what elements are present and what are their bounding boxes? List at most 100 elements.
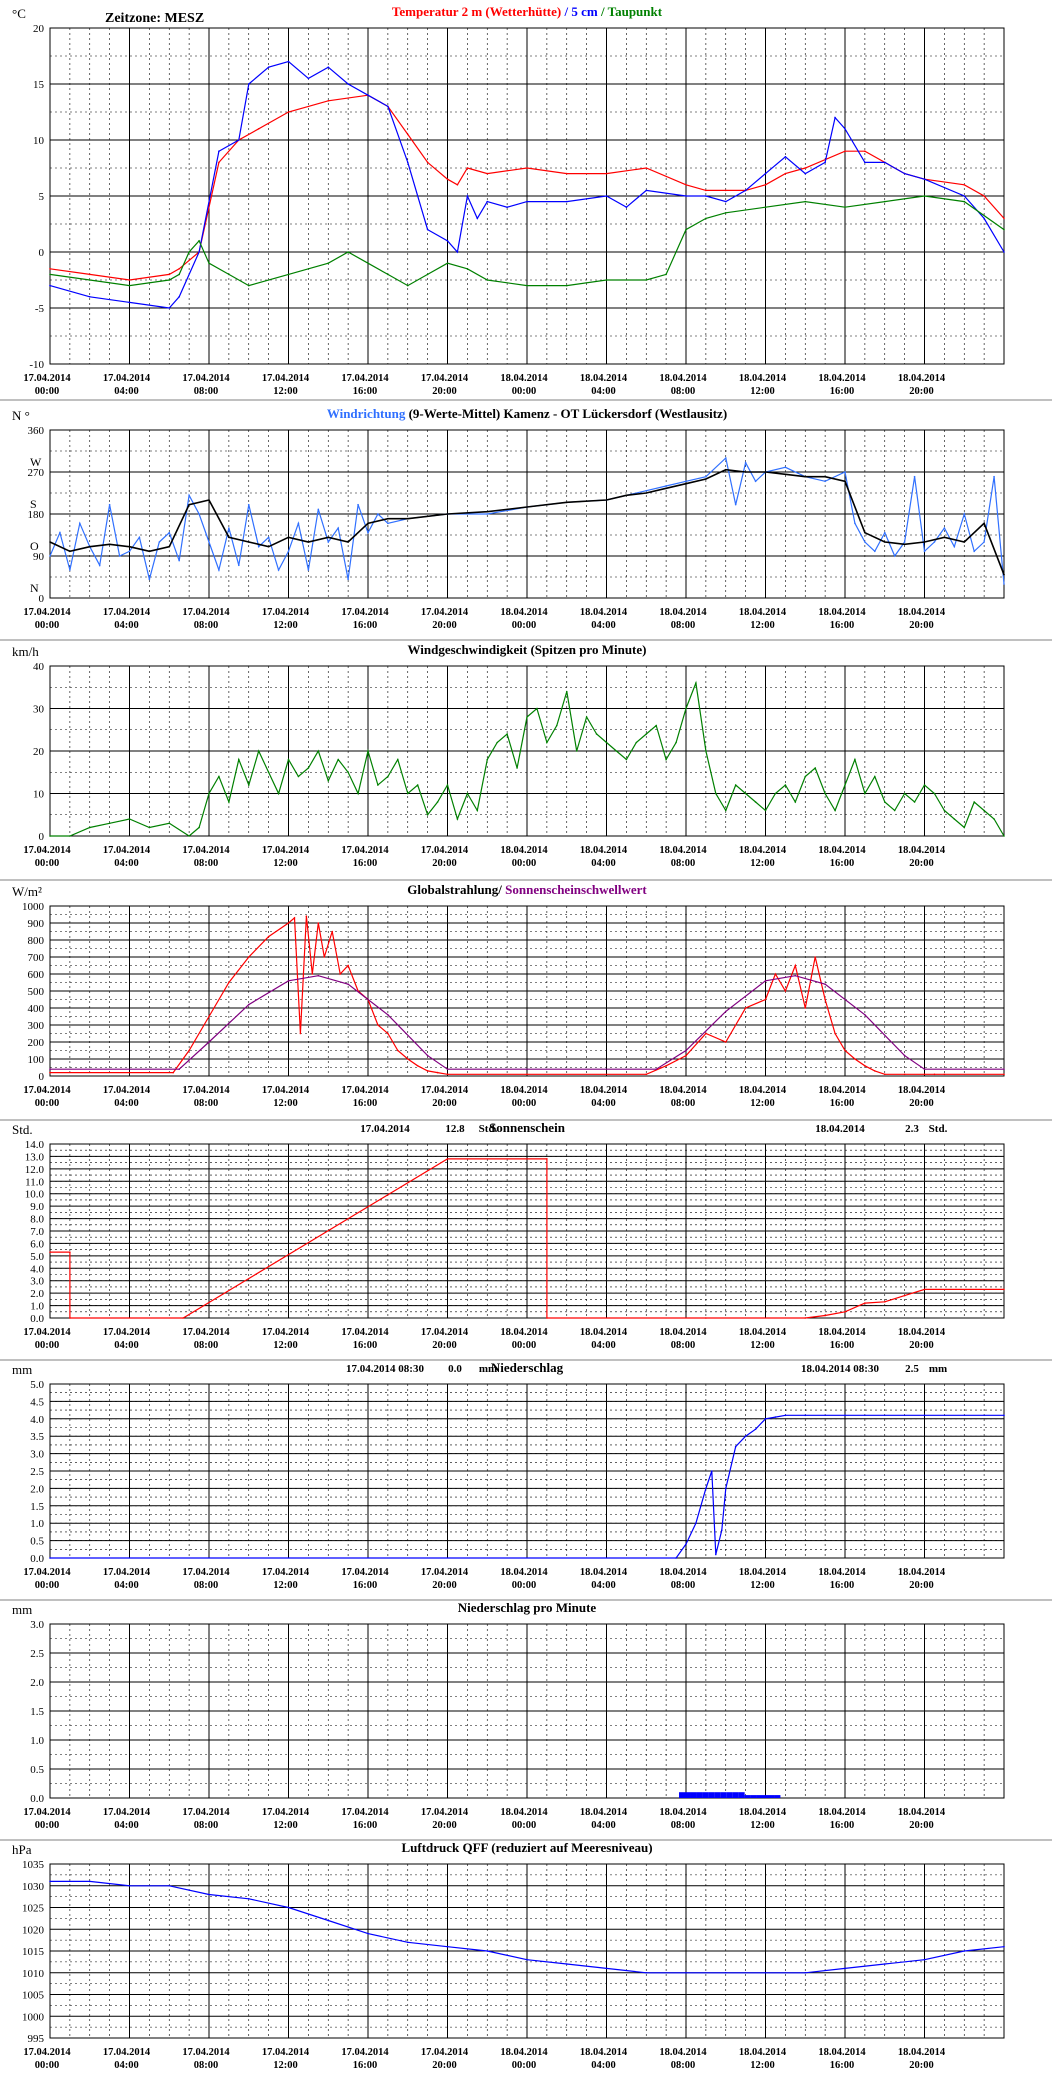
data-point [903,1073,906,1076]
y-tick-label: 2.5 [30,1648,44,1660]
x-tick-date: 18.04.2014 [659,845,707,856]
data-point [506,206,508,208]
data-point [397,758,399,761]
x-tick-date: 18.04.2014 [580,1327,628,1338]
data-point [983,541,985,543]
data-point [238,564,240,567]
data-bar [679,1792,686,1798]
data-point [486,1950,489,1952]
x-tick-date: 18.04.2014 [739,2047,787,2058]
x-tick-time: 20:00 [909,386,934,397]
x-tick-time: 04:00 [591,2060,616,2071]
data-point [705,475,707,478]
data-point [685,1543,687,1545]
data-point [247,1003,250,1006]
data-point [923,550,926,553]
data-point [565,172,568,175]
data-point [883,1073,886,1076]
data-point [168,279,171,281]
data-point [238,758,240,761]
x-tick-date: 17.04.2014 [182,2047,230,2058]
data-point [456,184,459,186]
y-tick-label: 10.0 [25,1189,45,1201]
x-tick-date: 18.04.2014 [739,1327,787,1338]
data-point [267,771,270,774]
data-point [635,741,638,744]
data-point [506,733,508,735]
unit-label: °C [12,6,26,21]
data-point [715,1553,717,1556]
data-point [446,1068,449,1070]
x-tick-time: 20:00 [909,1340,934,1351]
chart-title-part: / [497,882,505,897]
x-tick-date: 17.04.2014 [262,607,310,618]
x-tick-time: 16:00 [353,858,378,869]
data-point [844,150,846,152]
data-point [49,1068,51,1070]
data-point [1003,228,1005,231]
data-point [496,741,498,744]
data-point [834,809,836,812]
y-tick-label: 1.5 [30,1501,44,1513]
data-point [824,161,826,164]
data-point [88,279,91,281]
data-point [208,1015,210,1018]
y-tick-label: 1020 [22,1924,45,1936]
data-point [585,716,588,718]
x-tick-time: 12:00 [273,858,298,869]
data-point [188,1049,190,1052]
data-point [188,494,190,497]
x-tick-time: 20:00 [432,1340,457,1351]
chart-title-part: Niederschlag pro Minute [458,1600,597,1615]
direction-letter: W [30,455,42,469]
data-point [88,545,91,548]
data-point [844,784,846,786]
data-point [903,1294,906,1297]
x-tick-date: 17.04.2014 [182,1567,230,1578]
annotation-value: 2.3 [905,1123,919,1135]
chart-title: Niederschlag pro Minute [458,1600,597,1615]
data-point [923,1073,926,1076]
x-tick-date: 17.04.2014 [23,845,71,856]
x-tick-time: 20:00 [909,2060,934,2071]
data-point [625,206,628,208]
data-point [943,1073,946,1076]
y-tick-label: 200 [28,1037,45,1049]
x-tick-date: 17.04.2014 [262,1807,310,1818]
data-point [446,1073,449,1076]
data-bar [726,1792,733,1798]
data-point [913,801,916,803]
x-tick-date: 18.04.2014 [818,1327,866,1338]
x-tick-time: 16:00 [830,1340,855,1351]
data-point [339,973,341,975]
data-point [307,541,310,543]
data-point [128,1884,131,1887]
y-tick-label: 2.0 [30,1483,44,1495]
x-tick-time: 20:00 [909,620,934,631]
y-tick-label: 6.0 [30,1238,44,1250]
data-point [685,1971,687,1974]
unit-label: W/m² [12,884,42,899]
chart-title-part: Taupunkt [608,4,663,19]
x-tick-date: 18.04.2014 [580,1807,628,1818]
x-tick-time: 00:00 [512,620,537,631]
data-point [108,543,111,546]
data-point [705,1317,707,1319]
data-point [406,1941,409,1944]
x-tick-date: 18.04.2014 [500,845,548,856]
data-point [764,184,767,186]
data-point [88,826,91,829]
data-point [645,733,648,735]
data-point [526,716,528,718]
data-point [287,1906,290,1909]
x-tick-time: 04:00 [591,1820,616,1831]
data-point [794,964,797,967]
data-point [764,980,767,982]
y-tick-label: 1005 [22,1990,45,2002]
data-point [148,826,151,829]
y-tick-label: 1000 [22,901,45,913]
data-point [734,503,737,506]
data-point [1003,1945,1005,1948]
data-point [446,178,449,180]
data-point [711,1470,713,1472]
